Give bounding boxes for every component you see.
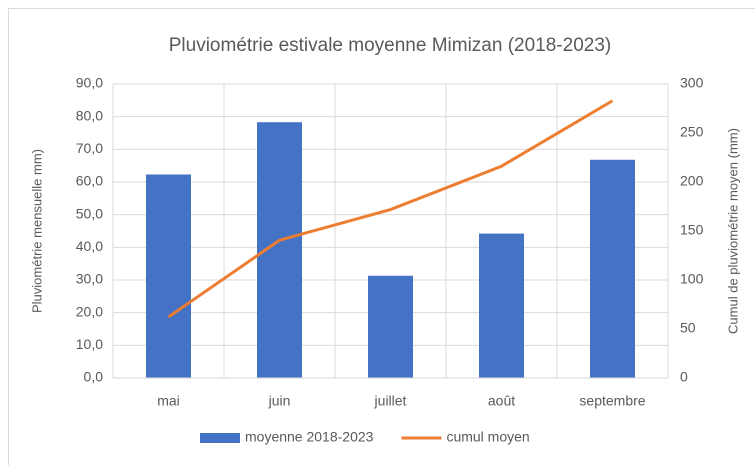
y-axis-title: Pluviométrie mensuelle mm) [29,149,44,313]
y-tick-label: 0,0 [84,369,104,385]
y2-tick-label: 50 [680,320,696,336]
y2-tick-label: 100 [680,271,704,287]
bar [479,233,524,378]
bar [590,159,635,378]
chart-title: Pluviométrie estivale moyenne Mimizan (2… [169,35,611,56]
y-tick-label: 60,0 [76,173,103,189]
x-tick-label: août [488,393,515,409]
y-tick-label: 80,0 [76,107,103,123]
y2-tick-label: 200 [680,173,704,189]
x-tick-label: juillet [374,393,407,409]
x-tick-label: septembre [579,393,645,409]
y-tick-label: 50,0 [76,205,103,221]
legend-label: moyenne 2018-2023 [245,429,374,445]
x-tick-label: juin [268,393,291,409]
y2-tick-label: 250 [680,124,704,140]
y2-tick-label: 0 [680,369,688,385]
legend-label: cumul moyen [446,429,529,445]
y-tick-label: 70,0 [76,140,103,156]
y-tick-label: 90,0 [76,75,103,91]
y-tick-label: 20,0 [76,303,103,319]
bar [368,275,413,378]
y2-axis-title: Cumul de pluviométrie moyen (mm) [725,128,740,334]
line [167,99,614,319]
y2-tick-label: 150 [680,222,704,238]
legend-swatch [200,433,240,443]
bar [146,174,191,378]
y-tick-label: 10,0 [76,336,103,352]
y-tick-label: 40,0 [76,238,103,254]
y-tick-label: 30,0 [76,271,103,287]
x-tick-label: mai [157,393,180,409]
y2-tick-label: 300 [680,75,704,91]
